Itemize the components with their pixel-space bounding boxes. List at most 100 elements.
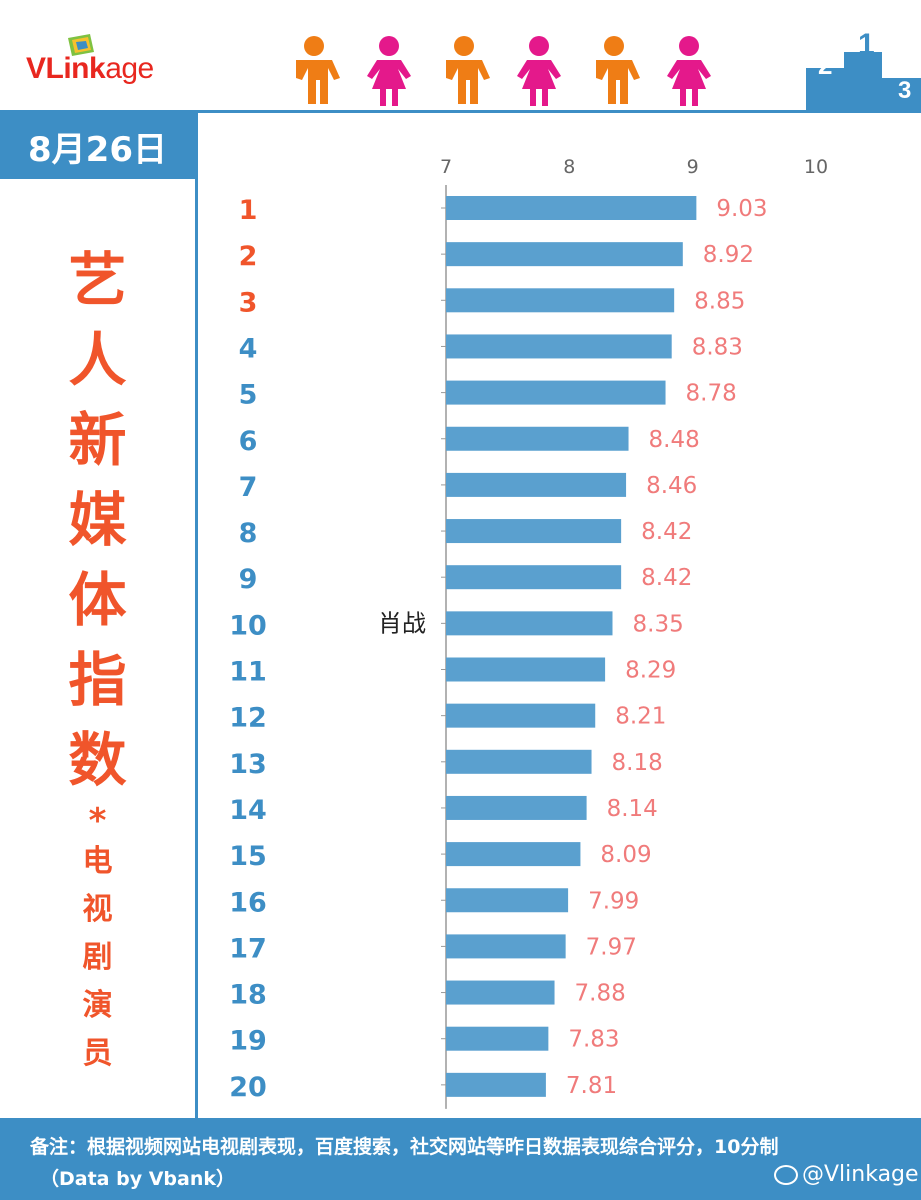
- value-label: 7.88: [575, 981, 626, 1007]
- bar: [446, 565, 622, 590]
- side-subtitle-char: 演: [82, 988, 113, 1023]
- value-label: 8.18: [612, 750, 663, 776]
- value-label: 8.14: [607, 796, 658, 822]
- value-label: 8.21: [615, 704, 666, 730]
- people-icons: [296, 36, 711, 106]
- side-subtitle-char: 员: [82, 1036, 113, 1071]
- male-icon: [596, 36, 640, 104]
- bar: [446, 288, 675, 313]
- bar: [446, 934, 566, 959]
- logo: VLinkage: [26, 52, 154, 85]
- bar: [446, 703, 596, 728]
- bar: [446, 980, 555, 1005]
- svg-text:3: 3: [898, 77, 911, 104]
- rank-label: 14: [229, 795, 267, 826]
- bar: [446, 380, 666, 405]
- rank-label: 7: [239, 472, 258, 503]
- female-icon: [367, 36, 411, 106]
- sidebar-divider: [195, 113, 198, 1118]
- side-title-char: 体: [68, 566, 127, 634]
- value-label: 7.81: [566, 1073, 617, 1099]
- rank-label: 19: [229, 1026, 267, 1057]
- bar: [446, 611, 613, 636]
- header-divider: [0, 110, 921, 113]
- bar: [446, 888, 569, 913]
- rank-label: 13: [229, 749, 267, 780]
- footer-source: （Data by Vbank）: [40, 1168, 236, 1190]
- svg-text:2: 2: [818, 50, 832, 80]
- rank-label: 2: [239, 241, 258, 272]
- footer-note: 备注：根据视频网站电视剧表现，百度搜索，社交网站等昨日数据表现综合评分，10分制: [30, 1136, 779, 1158]
- bar: [446, 242, 683, 267]
- svg-text:1: 1: [858, 30, 875, 61]
- value-label: 8.46: [646, 473, 697, 499]
- bar: [446, 334, 672, 359]
- bar: [446, 196, 697, 220]
- rank-label: 18: [229, 980, 267, 1011]
- rank-label: 11: [229, 657, 267, 688]
- value-label: 8.35: [633, 611, 684, 637]
- male-icon: [446, 36, 490, 104]
- bar: [446, 795, 587, 820]
- female-icon: [667, 36, 711, 106]
- date-label: 8月26日: [0, 113, 195, 179]
- bar: [446, 472, 627, 497]
- bar: [446, 1026, 549, 1051]
- side-title-char: 数: [68, 726, 127, 794]
- bar: [446, 842, 581, 867]
- value-label: 7.83: [568, 1027, 619, 1053]
- rank-label: 3: [239, 287, 258, 318]
- value-label: 8.42: [641, 519, 692, 545]
- side-subtitle-char: 视: [82, 892, 113, 927]
- value-label: 7.97: [586, 934, 637, 960]
- value-label: 8.78: [686, 381, 737, 407]
- value-label: 8.85: [694, 288, 745, 314]
- rank-label: 17: [229, 933, 267, 964]
- side-title-star: *: [88, 801, 107, 841]
- female-icon: [517, 36, 561, 106]
- value-label: 8.42: [641, 565, 692, 591]
- footer: 备注：根据视频网站电视剧表现，百度搜索，社交网站等昨日数据表现综合评分，10分制…: [0, 1118, 921, 1200]
- side-title-char: 新: [68, 406, 127, 474]
- rank-label: 5: [239, 380, 258, 411]
- rank-label: 8: [239, 518, 258, 549]
- value-label: 7.99: [588, 888, 639, 914]
- value-label: 8.09: [600, 842, 651, 868]
- rank-label: 12: [229, 703, 267, 734]
- artist-name-label: 肖战: [378, 609, 426, 637]
- side-subtitle-char: 电: [82, 844, 113, 879]
- rank-label: 20: [229, 1072, 267, 1103]
- side-title-char: 艺: [68, 246, 127, 314]
- side-subtitle-char: 剧: [82, 940, 113, 975]
- rank-label: 16: [229, 887, 267, 918]
- bar-chart: 7 8 9 10 1 9.03 2 8.92 3 8.85 4 8.83 5 8.78 6 8.48 7 8.46…: [229, 156, 828, 1109]
- bar: [446, 749, 592, 774]
- x-tick-label: 7: [440, 156, 452, 178]
- value-label: 8.48: [649, 427, 700, 453]
- side-title-char: 人: [68, 326, 127, 394]
- value-label: 8.29: [625, 658, 676, 684]
- value-label: 9.03: [716, 196, 767, 222]
- logo-mark-icon: [68, 34, 94, 56]
- value-label: 8.92: [703, 242, 754, 268]
- side-title: 艺 人 新 媒 体 指 数 * 电 视 剧 演 员: [0, 240, 195, 1078]
- male-icon: [296, 36, 340, 104]
- rank-label: 1: [239, 195, 258, 226]
- bar: [446, 426, 629, 451]
- value-label: 8.83: [692, 334, 743, 360]
- rank-label: 6: [239, 426, 258, 457]
- bar: [446, 519, 622, 544]
- side-title-char: 媒: [68, 486, 127, 554]
- bar: [446, 657, 606, 682]
- side-title-char: 指: [68, 646, 127, 714]
- weibo-icon: [774, 1165, 798, 1185]
- weibo-handle: @Vlinkage: [774, 1162, 919, 1187]
- rank-label: 10: [229, 610, 267, 641]
- rank-label: 15: [229, 841, 267, 872]
- x-tick-label: 10: [804, 156, 828, 178]
- header: VLinkage 2 1 3: [0, 0, 921, 112]
- x-tick-label: 8: [563, 156, 575, 178]
- rank-label: 9: [239, 564, 258, 595]
- x-tick-label: 9: [687, 156, 699, 178]
- rank-label: 4: [239, 333, 258, 364]
